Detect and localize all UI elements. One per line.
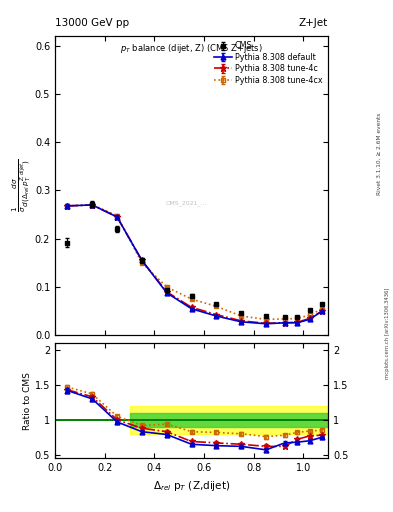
X-axis label: $\Delta_{rel}$ p$_T$ (Z,dijet): $\Delta_{rel}$ p$_T$ (Z,dijet) xyxy=(153,479,230,493)
Bar xyxy=(130,413,328,427)
Text: Z+Jet: Z+Jet xyxy=(299,18,328,28)
Text: $p_T$ balance (dijet, Z) (CMS Z+jets): $p_T$ balance (dijet, Z) (CMS Z+jets) xyxy=(120,42,263,55)
Text: 13000 GeV pp: 13000 GeV pp xyxy=(55,18,129,28)
Text: CMS_2021_...: CMS_2021_... xyxy=(165,201,207,206)
Legend: CMS, Pythia 8.308 default, Pythia 8.308 tune-4c, Pythia 8.308 tune-4cx: CMS, Pythia 8.308 default, Pythia 8.308 … xyxy=(212,40,324,87)
Y-axis label: Ratio to CMS: Ratio to CMS xyxy=(23,372,32,430)
Bar xyxy=(130,406,328,434)
Text: Rivet 3.1.10, ≥ 2.6M events: Rivet 3.1.10, ≥ 2.6M events xyxy=(377,113,382,195)
Text: mcplots.cern.ch [arXiv:1306.3436]: mcplots.cern.ch [arXiv:1306.3436] xyxy=(385,287,389,378)
Y-axis label: $\frac{1}{\sigma}\frac{d\sigma}{d(\Delta_{rel}\,p_T^{Z,dijet})}$: $\frac{1}{\sigma}\frac{d\sigma}{d(\Delta… xyxy=(11,159,33,212)
